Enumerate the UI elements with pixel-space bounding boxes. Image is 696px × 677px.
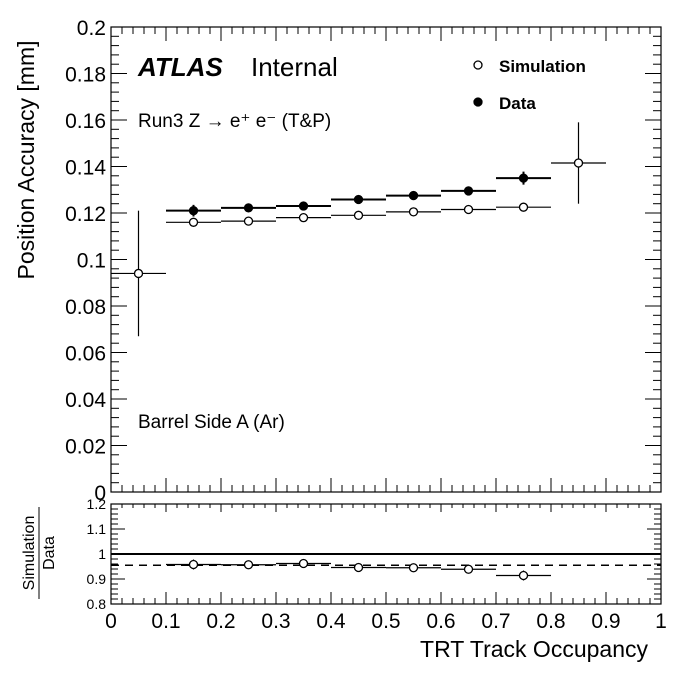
main-s0-point-7	[518, 202, 529, 212]
main-y-axis-label: Position Accuracy [mm]	[13, 40, 39, 279]
main-y-tick-label-5: 0.1	[77, 250, 106, 273]
legend-simulation-marker	[473, 60, 483, 70]
atlas-label: ATLAS	[137, 52, 223, 82]
ratio-y-tick-label-0: 0.8	[87, 596, 107, 612]
ratio-x-tick-label-8: 0.8	[536, 610, 565, 633]
ratio-s0-point-1	[243, 560, 254, 570]
ratio-reference-lines	[111, 553, 661, 567]
ratio-series	[166, 558, 551, 581]
main-y-tick-label-6: 0.12	[65, 203, 106, 226]
ratio-x-tick-label-3: 0.3	[261, 610, 290, 633]
main-s1-point-0	[188, 206, 199, 216]
main-y-tick-label-10: 0.2	[77, 17, 106, 40]
main-s1-point-4	[408, 190, 419, 201]
ratio-s0-point-6	[518, 570, 529, 581]
ratio-s0-point-2	[298, 558, 309, 569]
ratio-y-label-numerator: Simulation	[21, 516, 38, 591]
main-series-0	[111, 122, 606, 337]
ratio-y-tick-label-1: 0.9	[87, 571, 107, 587]
main-s0-point-1	[188, 217, 199, 227]
main-y-tick-label-4: 0.08	[65, 296, 106, 319]
ratio-series-0	[166, 558, 551, 581]
ratio-y-axis-label: Simulation Data	[21, 507, 58, 599]
main-y-tick-label-7: 0.14	[65, 157, 106, 180]
main-y-ticks: 0 0.02 0.04 0.06 0.08 0.1 0.12 0.14 0.16 0.18 0.2	[65, 17, 661, 505]
main-s1-point-2	[298, 201, 309, 211]
main-s1-point-5	[463, 186, 474, 196]
ratio-x-tick-label-0: 0	[105, 610, 117, 633]
main-panel: 00.020.040.060.080.10.120.140.160.180.2 …	[13, 17, 662, 505]
main-series-1	[166, 171, 551, 217]
main-s0-point-4	[353, 210, 364, 220]
ratio-x-tick-label-4: 0.4	[316, 610, 346, 633]
main-s1-point-1	[243, 203, 254, 213]
main-y-tick-label-1: 0.02	[65, 436, 106, 459]
ratio-y-tick-label-3: 1.1	[87, 521, 107, 537]
ratio-s0-point-0	[188, 559, 199, 570]
ratio-s0-point-3	[353, 562, 364, 573]
ratio-y-ticks: 0.8 0.9 1 1.1 1.2	[87, 496, 661, 612]
ratio-s0-point-4	[408, 563, 419, 573]
main-y-tick-label-9: 0.18	[65, 64, 106, 87]
ratio-y-tick-label-2: 1	[98, 546, 106, 562]
ratio-x-tick-label-6: 0.6	[426, 610, 455, 633]
ratio-x-tick-label-5: 0.5	[371, 610, 400, 633]
legend-data-label: Data	[499, 94, 536, 113]
main-x-ticks	[110, 27, 662, 492]
main-s0-point-2	[243, 216, 254, 226]
ratio-x-tick-label-2: 0.2	[206, 610, 235, 633]
legend-data-marker	[473, 97, 483, 107]
main-s0-point-6	[463, 204, 474, 215]
main-s0-point-8	[573, 158, 584, 168]
main-s1-point-3	[353, 194, 364, 205]
ratio-panel: 0 0.1 0.2 0.3 0.4 0.5 0.6 0.7 0.8 0.9 1 0.8 0.9 1 1.1…	[21, 496, 667, 662]
x-axis-label: TRT Track Occupancy	[420, 636, 648, 662]
ratio-x-tick-label-1: 0.1	[151, 610, 180, 633]
main-s0-point-0	[133, 268, 144, 279]
main-y-tick-label-0: 0	[94, 482, 106, 505]
ratio-x-tick-label-9: 0.9	[591, 610, 620, 633]
run-label: Run3 Z → e⁺ e⁻ (T&P)	[138, 111, 331, 132]
region-label: Barrel Side A (Ar)	[138, 412, 285, 433]
ratio-x-ticks: 0 0.1 0.2 0.3 0.4 0.5 0.6 0.7 0.8 0.9 1	[105, 504, 667, 633]
ratio-y-label-denominator: Data	[41, 536, 58, 570]
ratio-x-tick-label-10: 1	[655, 610, 667, 633]
legend-simulation-label: Simulation	[499, 57, 586, 76]
main-s1-point-6	[518, 173, 529, 183]
ratio-y-tick-label-4: 1.2	[87, 496, 107, 512]
main-s0-point-3	[298, 212, 309, 223]
main-y-tick-label-8: 0.16	[65, 110, 106, 133]
ratio-x-tick-label-7: 0.7	[481, 610, 510, 633]
main-series	[111, 122, 606, 337]
ratio-s0-point-5	[463, 564, 474, 574]
main-y-tick-label-2: 0.04	[65, 389, 106, 412]
main-y-tick-label-3: 0.06	[65, 343, 106, 366]
legend: Simulation Data	[473, 57, 586, 113]
atlas-suffix: Internal	[251, 52, 338, 82]
main-s0-point-5	[408, 207, 419, 217]
